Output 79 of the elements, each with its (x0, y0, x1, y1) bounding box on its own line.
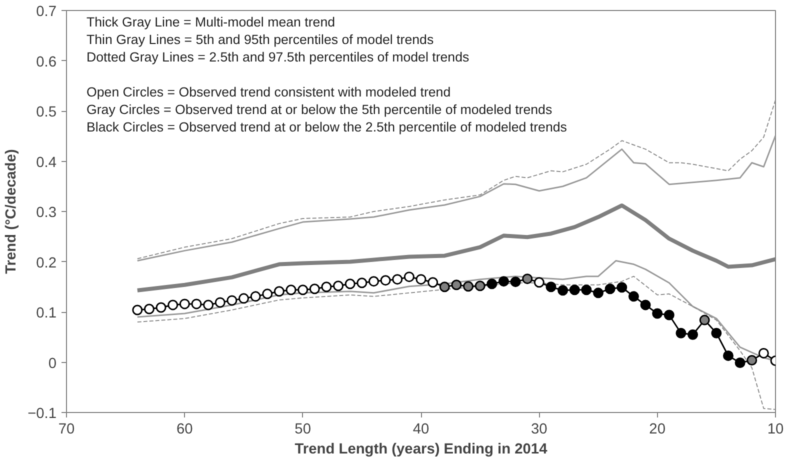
y-tick-label: 0 (48, 356, 57, 372)
point (144, 304, 154, 314)
point (652, 308, 663, 319)
point (132, 304, 143, 316)
point (711, 328, 722, 338)
point (688, 329, 698, 340)
point (214, 297, 226, 308)
point (439, 282, 450, 292)
point (699, 314, 710, 326)
point (534, 277, 544, 288)
point (309, 284, 320, 294)
point (640, 300, 651, 310)
annotation: Dotted Gray Lines = 2.5th and 97.5th percentiles of model trends (86, 50, 470, 64)
y-tick-label: −0.1 (28, 406, 57, 422)
point (734, 358, 746, 368)
point (581, 284, 592, 296)
y-tick-label: 0.3 (36, 205, 56, 221)
point (250, 291, 261, 302)
point (486, 278, 498, 290)
point (298, 284, 308, 296)
point (546, 282, 556, 292)
x-axis-title: Trend Length (years) Ending in 2014 (294, 442, 548, 458)
point (722, 350, 734, 361)
point (558, 285, 568, 296)
point (498, 276, 509, 287)
point (368, 276, 379, 287)
y-tick-label: 0.2 (36, 255, 56, 272)
point (569, 284, 580, 296)
point (333, 280, 344, 292)
point (616, 282, 628, 293)
point (604, 284, 616, 294)
x-tick-label: 40 (412, 422, 430, 438)
y-tick-label: 0.4 (36, 154, 56, 171)
point (344, 278, 356, 290)
point (179, 298, 190, 310)
y-axis-title: Trend (°C/decade) (4, 149, 20, 274)
point (522, 274, 533, 284)
point (226, 295, 238, 306)
point (286, 284, 296, 296)
x-tick-label: 20 (649, 422, 666, 438)
point (404, 272, 414, 282)
point (321, 282, 332, 292)
point (416, 274, 426, 285)
y-tick-label: 0.5 (36, 104, 56, 120)
point (451, 280, 462, 290)
point (380, 275, 391, 286)
y-tick-label: 0.1 (36, 306, 56, 322)
x-tick-label: 60 (176, 422, 193, 438)
point (156, 302, 166, 313)
x-tick-label: 30 (531, 422, 548, 438)
point (168, 300, 178, 310)
point (392, 274, 403, 285)
point (758, 348, 769, 358)
point (664, 310, 674, 320)
point (474, 280, 486, 292)
point (746, 355, 758, 366)
point (593, 288, 604, 298)
point (274, 286, 284, 297)
point (238, 293, 249, 304)
line-series (136, 134, 776, 262)
y-tick-label: 0.6 (36, 54, 56, 70)
point (356, 278, 368, 288)
x-tick-label: 70 (58, 422, 75, 438)
point (676, 328, 686, 338)
y-tick-label: 0.7 (36, 4, 56, 20)
point (510, 276, 521, 288)
point (463, 281, 474, 292)
point (628, 291, 639, 302)
point (203, 300, 214, 310)
x-tick-label: 50 (294, 422, 311, 438)
annotation: Thick Gray Line = Multi-model mean trend (86, 14, 336, 30)
annotation: Black Circles = Observed trend at or below the 2.5th percentile of modeled trends (86, 120, 568, 134)
annotation: Open Circles = Observed trend consistent with modeled trend (86, 84, 451, 100)
annotation: Gray Circles = Observed trend at or below the 5th percentile of modeled trends (86, 102, 552, 117)
point (191, 298, 202, 310)
annotation: Thin Gray Lines = 5th and 95th percentiles of model trends (86, 32, 434, 47)
point (262, 288, 273, 300)
x-tick-label: 10 (767, 422, 784, 438)
point (428, 277, 438, 288)
